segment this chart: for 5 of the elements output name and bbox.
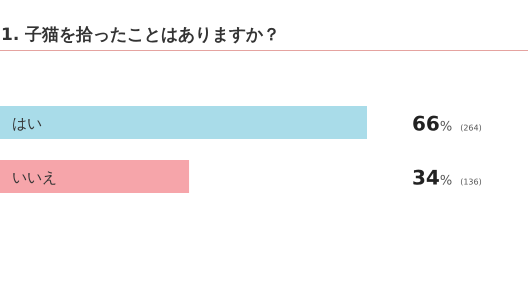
data-label: 34% (136) [412, 166, 482, 190]
y-tick-label: いいえ [12, 168, 57, 186]
chart-title: 1. 子猫を拾ったことはありますか？ [1, 25, 280, 45]
data-label: 66% (264) [412, 112, 482, 136]
y-tick-label: はい [12, 114, 42, 132]
